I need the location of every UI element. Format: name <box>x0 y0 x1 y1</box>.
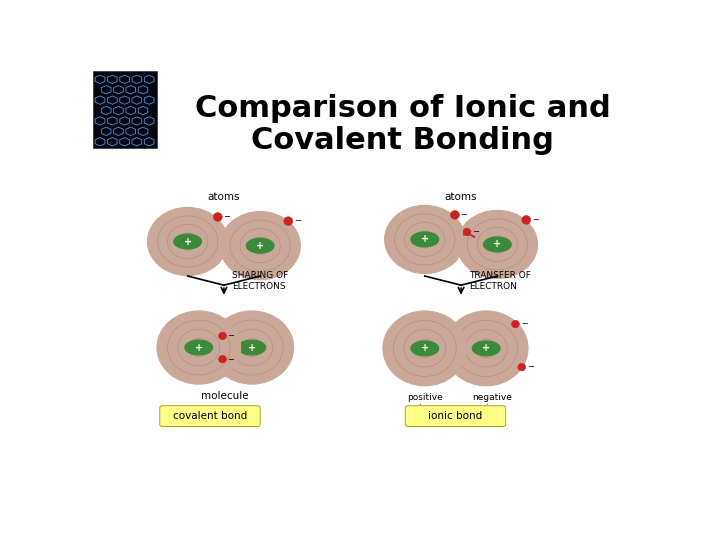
Text: covalent bond: covalent bond <box>173 411 247 421</box>
Text: +: + <box>256 241 264 251</box>
Text: −: − <box>527 362 534 372</box>
Text: −: − <box>532 215 539 225</box>
Text: −: − <box>521 320 528 328</box>
Text: atoms: atoms <box>445 192 477 202</box>
Ellipse shape <box>383 311 467 386</box>
Text: −: − <box>472 227 480 237</box>
FancyArrowPatch shape <box>464 234 474 237</box>
Ellipse shape <box>219 332 226 340</box>
Text: +: + <box>420 343 429 353</box>
Ellipse shape <box>185 340 213 355</box>
Ellipse shape <box>451 211 459 219</box>
Ellipse shape <box>483 237 511 252</box>
Text: −: − <box>294 217 301 226</box>
Ellipse shape <box>384 205 465 274</box>
FancyBboxPatch shape <box>160 406 260 427</box>
Text: −: − <box>228 332 235 340</box>
Text: +: + <box>493 239 501 249</box>
Text: ionic bond: ionic bond <box>428 411 482 421</box>
Ellipse shape <box>238 340 266 355</box>
Text: −: − <box>461 211 467 219</box>
Text: −: − <box>228 355 235 363</box>
Ellipse shape <box>522 215 531 224</box>
Text: Comparison of Ionic and
Covalent Bonding: Comparison of Ionic and Covalent Bonding <box>194 94 611 156</box>
Ellipse shape <box>463 228 471 236</box>
Ellipse shape <box>213 213 222 221</box>
Ellipse shape <box>518 363 526 371</box>
Ellipse shape <box>174 234 202 249</box>
Ellipse shape <box>210 311 294 384</box>
FancyBboxPatch shape <box>93 71 157 148</box>
Ellipse shape <box>411 341 438 356</box>
Text: +: + <box>482 343 490 353</box>
Ellipse shape <box>444 311 528 386</box>
Text: +: + <box>420 234 429 245</box>
Text: +: + <box>184 237 192 247</box>
Text: −: − <box>223 212 230 221</box>
Ellipse shape <box>457 211 538 279</box>
Ellipse shape <box>219 355 226 363</box>
Text: atoms: atoms <box>207 192 240 202</box>
Text: +: + <box>248 342 256 353</box>
Text: positive
ion: positive ion <box>407 393 443 413</box>
Ellipse shape <box>148 207 228 275</box>
Ellipse shape <box>472 341 500 356</box>
Text: +: + <box>194 342 203 353</box>
Text: TRANSFER OF
ELECTRON: TRANSFER OF ELECTRON <box>469 271 531 291</box>
Ellipse shape <box>246 238 274 253</box>
Ellipse shape <box>284 217 293 225</box>
Ellipse shape <box>157 311 240 384</box>
Ellipse shape <box>411 232 438 247</box>
Text: SHARING OF
ELECTRONS: SHARING OF ELECTRONS <box>233 271 289 291</box>
FancyBboxPatch shape <box>405 406 505 427</box>
Text: negative
ion: negative ion <box>472 393 512 413</box>
Ellipse shape <box>220 212 300 280</box>
Ellipse shape <box>512 320 519 328</box>
Text: molecule: molecule <box>201 391 249 401</box>
